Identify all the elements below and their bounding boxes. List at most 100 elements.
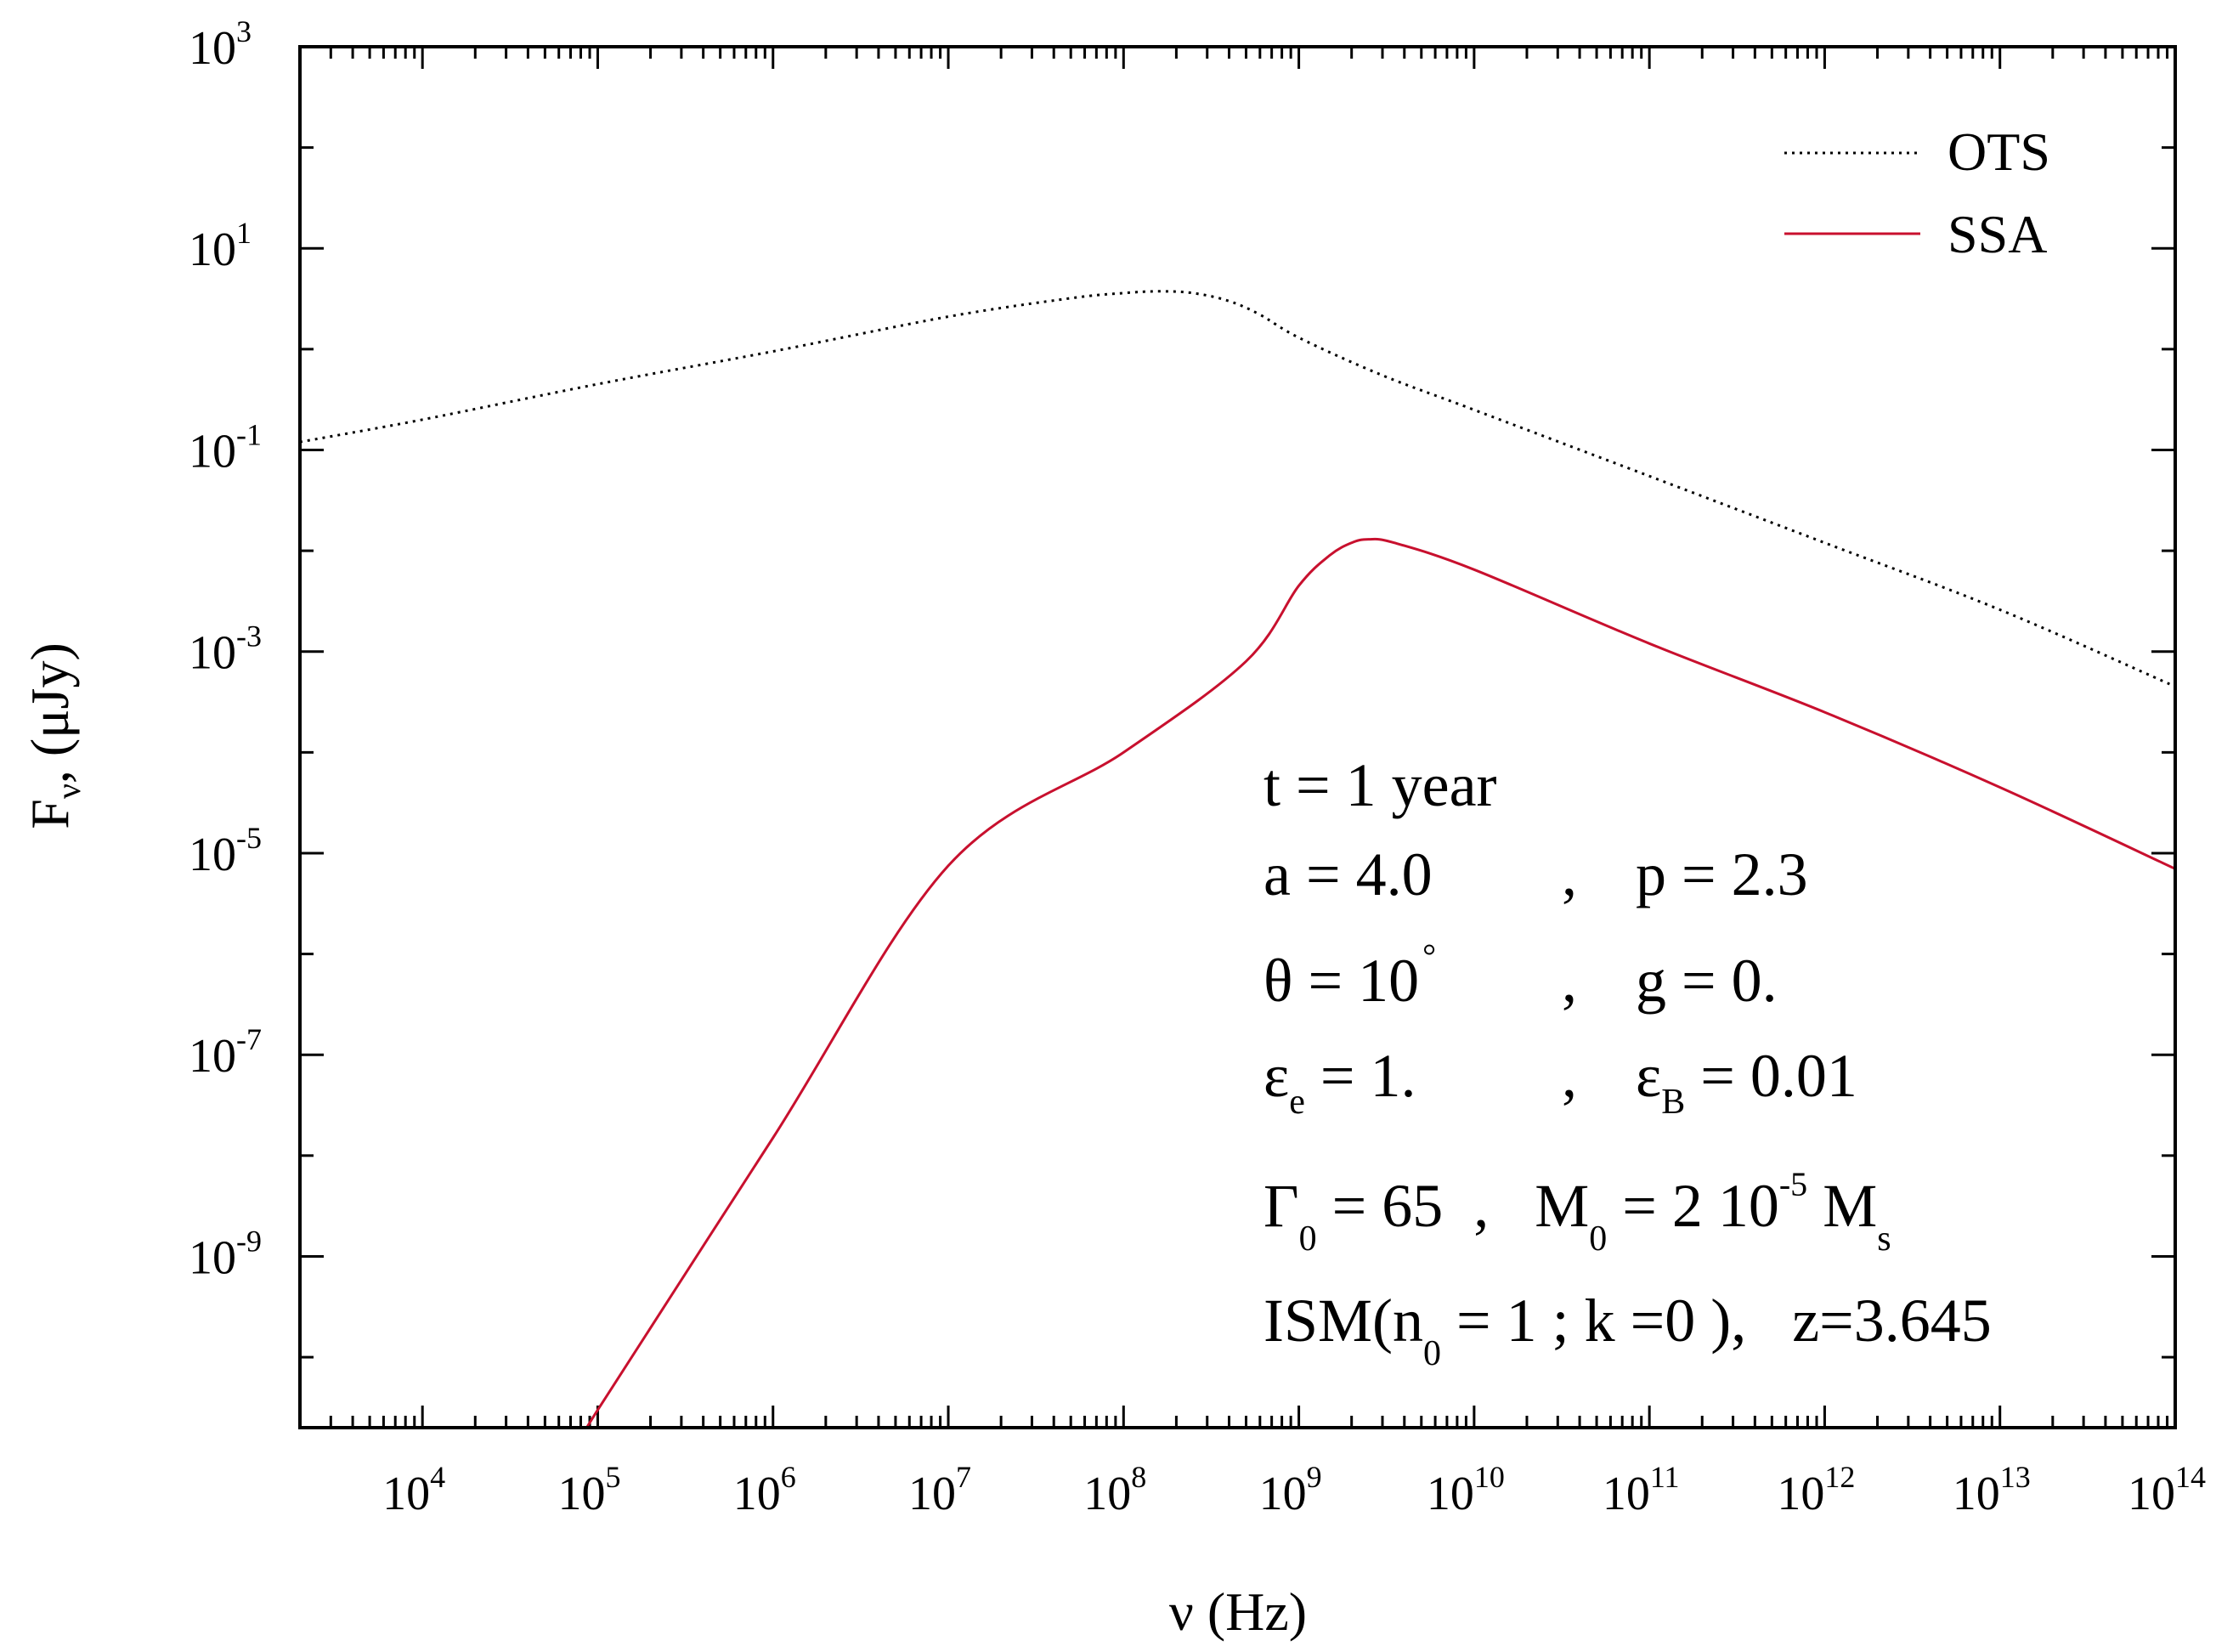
y-tick-label-base: 10: [189, 1231, 236, 1284]
annotation-line-4-eps-e: ε: [1263, 1042, 1289, 1110]
axis-ticks: [298, 45, 2177, 1428]
x-tick-label-exp: 7: [956, 1460, 971, 1494]
plot-frame: [298, 45, 2177, 1429]
annotation-line-5-ms-sub: s: [1877, 1219, 1891, 1259]
annotation-line-4-eps-b-val: = 0.01: [1685, 1042, 1857, 1110]
y-tick-label-exp: 1: [236, 216, 252, 250]
annotation-line-5-m-val: = 2 10: [1607, 1172, 1779, 1240]
x-tick-label-exp: 4: [430, 1460, 445, 1494]
y-tick-label-base: 10: [189, 223, 236, 276]
annotation-line-3-left: θ = 10 °: [1263, 936, 1436, 1015]
annotation-line-4-left: εe = 1.: [1263, 1042, 1416, 1122]
y-tick-label: 10-5: [189, 821, 262, 881]
y-tick-label-exp: -7: [236, 1022, 262, 1056]
legend-ots-label: OTS: [1948, 122, 2050, 182]
annotation-line-3-degree: °: [1422, 936, 1436, 975]
y-tick-label: 10-3: [189, 620, 262, 680]
legend: OTS SSA: [1784, 122, 2050, 264]
x-tick-label-base: 10: [1953, 1468, 2000, 1520]
x-tick-label-base: 10: [1777, 1468, 1824, 1520]
x-tick-label: 1010: [1427, 1460, 1505, 1520]
annotation-line-2-left: a = 4.0: [1263, 840, 1433, 908]
y-tick-label-exp: -5: [236, 821, 262, 855]
x-axis-title: ν (Hz): [1169, 1581, 1307, 1642]
x-tick-label: 105: [557, 1460, 620, 1520]
x-axis-title-text: ν (Hz): [1169, 1581, 1307, 1642]
annotation-line-3-right: g = 0.: [1636, 947, 1778, 1015]
annotation-line-4-right: εB = 0.01: [1636, 1042, 1857, 1122]
x-tick-label-base: 10: [557, 1468, 605, 1520]
x-tick-label: 108: [1083, 1460, 1146, 1520]
x-tick-label-exp: 10: [1474, 1460, 1505, 1494]
annotation-line-5-exp: -5: [1779, 1165, 1807, 1203]
x-tick-label-exp: 14: [2175, 1460, 2206, 1494]
legend-ssa-label: SSA: [1948, 204, 2047, 264]
x-tick-label: 1014: [2128, 1460, 2206, 1520]
x-tick-label: 1012: [1777, 1460, 1855, 1520]
y-tick-label-exp: -9: [236, 1224, 262, 1258]
annotation-line-6-rest: = 1 ; k =0 ), z=3.645: [1441, 1287, 1992, 1355]
annotation-line-4-eps-b: ε: [1636, 1042, 1661, 1110]
annotation-line-5-gamma: Γ: [1263, 1172, 1299, 1240]
x-tick-label: 1013: [1953, 1460, 2031, 1520]
annotation-line-5: Γ0 = 65 , M0 = 2 10-5 Ms: [1263, 1165, 1891, 1259]
y-tick-label: 10-9: [189, 1224, 262, 1284]
annotation-line-5-m-sub: 0: [1589, 1219, 1607, 1259]
x-tick-label-exp: 13: [2000, 1460, 2031, 1494]
annotation-line-6-n-sub: 0: [1423, 1334, 1441, 1373]
y-tick-label-exp: -3: [236, 620, 262, 653]
annotation-line-4-eps-e-val: = 1.: [1305, 1042, 1416, 1110]
x-tick-label-base: 10: [733, 1468, 781, 1520]
x-tick-label: 104: [382, 1460, 445, 1520]
annotation-line-6-ism: ISM(n: [1263, 1287, 1423, 1355]
annotation-line-3-theta: θ = 10: [1263, 947, 1419, 1015]
x-tick-label-exp: 9: [1307, 1460, 1322, 1494]
annotation-line-2-right: p = 2.3: [1636, 840, 1808, 908]
x-tick-label-base: 10: [2128, 1468, 2175, 1520]
annotation-line-4-sep: ,: [1562, 1042, 1577, 1110]
x-tick-label-base: 10: [382, 1468, 430, 1520]
tick-labels: 104 105 106 107 108 109 1010 1011 1012 1013 101410…: [189, 14, 2206, 1520]
annotation-line-2-sep: ,: [1562, 840, 1577, 908]
x-tick-label-base: 10: [1603, 1468, 1650, 1520]
annotation-line-5-ms: M: [1807, 1172, 1877, 1240]
x-tick-label-exp: 11: [1650, 1460, 1680, 1494]
x-tick-label-base: 10: [1259, 1468, 1307, 1520]
x-tick-label-base: 10: [908, 1468, 956, 1520]
x-tick-label: 107: [908, 1460, 971, 1520]
y-tick-label-base: 10: [189, 1030, 236, 1083]
series-group: [300, 290, 2175, 1428]
y-tick-label-base: 10: [189, 627, 236, 680]
y-tick-label: 103: [189, 14, 252, 75]
y-tick-label-exp: -1: [236, 417, 262, 451]
x-tick-label-exp: 8: [1131, 1460, 1146, 1494]
y-axis-title-rest: , (μJy): [20, 642, 80, 784]
series-line-ots: [300, 290, 2175, 688]
y-tick-label-base: 10: [189, 829, 236, 881]
annotation-line-5-gamma-val: = 65 , M: [1317, 1172, 1590, 1240]
series-line-ssa: [585, 537, 2175, 1428]
x-tick-label-exp: 12: [1824, 1460, 1855, 1494]
annotation-line-4-sub-e: e: [1289, 1083, 1305, 1122]
y-tick-label-exp: 3: [236, 14, 252, 48]
annotation-line-6: ISM(n0 = 1 ; k =0 ), z=3.645: [1263, 1287, 1992, 1373]
annotation-line-3-sep: ,: [1562, 947, 1577, 1015]
x-tick-label-base: 10: [1427, 1468, 1474, 1520]
y-tick-label: 101: [189, 216, 252, 276]
y-axis-title-sub: ν: [49, 784, 88, 799]
annotation-line-5-gamma-sub: 0: [1299, 1219, 1317, 1259]
parameter-annotations: t = 1 year a = 4.0 , p = 2.3 θ = 10 ° , g…: [1263, 751, 1992, 1373]
x-tick-label-base: 10: [1083, 1468, 1131, 1520]
x-tick-label-exp: 5: [605, 1460, 620, 1494]
y-axis-title: Fν, (μJy): [20, 642, 88, 829]
y-tick-label-base: 10: [189, 425, 236, 478]
y-tick-label: 10-7: [189, 1022, 262, 1083]
x-tick-label-exp: 6: [781, 1460, 796, 1494]
x-tick-label: 1011: [1603, 1460, 1680, 1520]
annotation-line-1: t = 1 year: [1263, 751, 1497, 819]
y-axis-title-text: Fν, (μJy): [20, 642, 88, 829]
y-tick-label-base: 10: [189, 22, 236, 75]
y-tick-label: 10-1: [189, 417, 262, 478]
x-tick-label: 106: [733, 1460, 796, 1520]
